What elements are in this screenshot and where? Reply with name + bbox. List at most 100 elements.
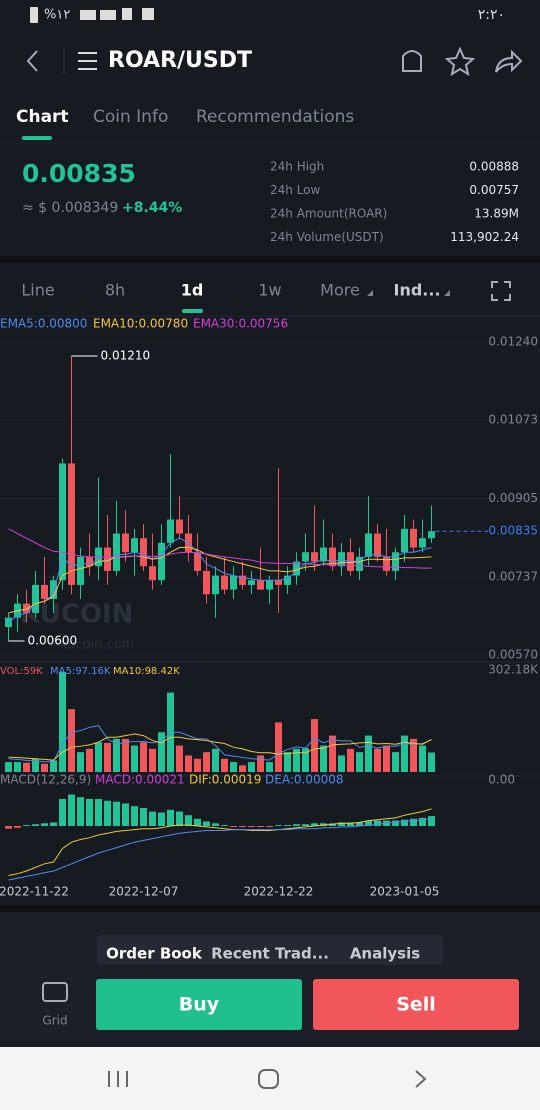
menu-icon[interactable]: [78, 52, 97, 70]
stats: 24h High 0.00888 24h Low 0.00757 24h Amount(…: [270, 160, 519, 245]
candle-body: [41, 584, 48, 599]
volume-bar: [284, 752, 291, 772]
y-tick-label: 0.00570: [488, 648, 538, 662]
indicator-line: [8, 547, 432, 614]
interval[interactable]: Line: [21, 281, 54, 300]
candle-body: [257, 580, 264, 590]
volume-bar: [338, 755, 345, 772]
pair-title[interactable]: ROAR/USDT: [108, 48, 252, 73]
candle-body: [284, 575, 291, 585]
volume-bar: [32, 758, 39, 772]
sell-label[interactable]: Sell: [396, 994, 436, 1016]
macd-bar: [257, 826, 264, 827]
volume-bar: [41, 763, 48, 772]
macd-bar: [311, 823, 318, 826]
volume-bar: [5, 762, 12, 772]
candle-body: [311, 552, 318, 562]
volume-bar: [194, 758, 201, 772]
nav-icons[interactable]: [108, 1069, 427, 1089]
volume-bar: [149, 748, 156, 772]
macd-bar: [32, 824, 39, 826]
tab[interactable]: Chart: [16, 107, 69, 127]
macd-bar: [374, 820, 381, 826]
tab[interactable]: Recommendations: [196, 107, 354, 127]
volume-bar: [401, 735, 408, 772]
grid-label[interactable]: Grid: [42, 1014, 67, 1028]
candle-body: [401, 528, 408, 553]
last-price: 0.00835: [22, 159, 136, 188]
favorite-icon[interactable]: [444, 46, 476, 77]
macd-bar: [338, 822, 345, 826]
candle-body: [239, 575, 246, 585]
candle-body: [383, 556, 390, 571]
battery-icon: [30, 7, 38, 23]
y-tick-label: 302.18K: [488, 663, 539, 677]
stat-label: 24h High: [270, 160, 324, 174]
dropdown-arrow: [367, 290, 373, 296]
candle-body: [149, 566, 156, 581]
indicator-line: [8, 725, 432, 763]
interval[interactable]: More: [320, 281, 360, 300]
y-tick-label: 0.01073: [488, 413, 538, 427]
interval[interactable]: Ind...: [393, 281, 440, 300]
sell-button[interactable]: [313, 979, 519, 1030]
volume-bar: [50, 760, 57, 772]
stat-label: 24h Amount(ROAR): [270, 207, 387, 221]
macd-bar: [266, 826, 273, 827]
bottom-tab[interactable]: Analysis: [350, 945, 420, 963]
fiat-price: ≈ $ 0.008349: [22, 200, 118, 216]
candle-body: [32, 584, 39, 613]
stat-value: 0.00757: [469, 183, 519, 197]
macd-bar: [230, 826, 237, 827]
volume-bar: [383, 745, 390, 772]
macd-bar: [167, 809, 174, 826]
bottom-tab[interactable]: Recent Trad...: [211, 945, 329, 963]
stat-label: 24h Low: [270, 183, 321, 197]
stat-value: 13.89M: [474, 207, 519, 221]
candle-body: [365, 533, 372, 557]
fullscreen-icon[interactable]: [491, 281, 511, 301]
macd-bar: [176, 811, 183, 826]
volume-bar: [185, 755, 192, 772]
candle-body: [104, 547, 111, 571]
candle-body: [302, 552, 309, 562]
candle-body: [158, 542, 165, 581]
candle-body: [248, 580, 255, 585]
volume-bar: [320, 745, 327, 772]
back-button[interactable]: [26, 50, 38, 72]
y-tick-label: 0.00905: [488, 491, 538, 505]
indicator-line: [8, 818, 432, 881]
share-icon[interactable]: [495, 49, 523, 73]
candle-body: [212, 575, 219, 595]
candle-body: [374, 533, 381, 557]
battery-text: %۱۲: [44, 8, 70, 23]
x-tick-label: 2022-12-22: [244, 885, 314, 899]
buy-label[interactable]: Buy: [179, 994, 220, 1016]
indicator-line: [8, 528, 432, 569]
macd-bar: [59, 799, 66, 826]
watermark: kucoin.com: [60, 638, 134, 653]
volume-bar: [302, 748, 309, 772]
y-tick-label: 0.01240: [488, 335, 538, 349]
interval[interactable]: 1w: [258, 281, 281, 300]
macd-bar: [428, 816, 435, 826]
y-tick-label: 0.00: [488, 773, 515, 787]
alert-icon[interactable]: [402, 50, 422, 72]
interval[interactable]: 1d: [181, 281, 204, 300]
macd-title: MACD(12,26,9): [0, 773, 91, 787]
volume-bar: [122, 738, 129, 772]
interval[interactable]: 8h: [105, 281, 125, 300]
nav-bar: [0, 1047, 540, 1110]
volume-bar: [131, 745, 138, 772]
buy-button[interactable]: [96, 979, 302, 1030]
macd-bar: [77, 797, 84, 826]
tab[interactable]: Coin Info: [93, 107, 168, 127]
bottom-tab[interactable]: Order Book: [106, 945, 203, 963]
volume-bar: [176, 745, 183, 772]
legend-entry: DIF:0.00019: [189, 773, 261, 787]
candle-body: [203, 570, 210, 595]
charts: 0.01240 0.01073 0.00905 0.00737 0.00570 EMA5:…: [0, 317, 540, 899]
macd-bar: [158, 812, 165, 826]
stat-value: 113,902.24: [450, 230, 519, 244]
grid-icon[interactable]: [42, 982, 68, 1002]
